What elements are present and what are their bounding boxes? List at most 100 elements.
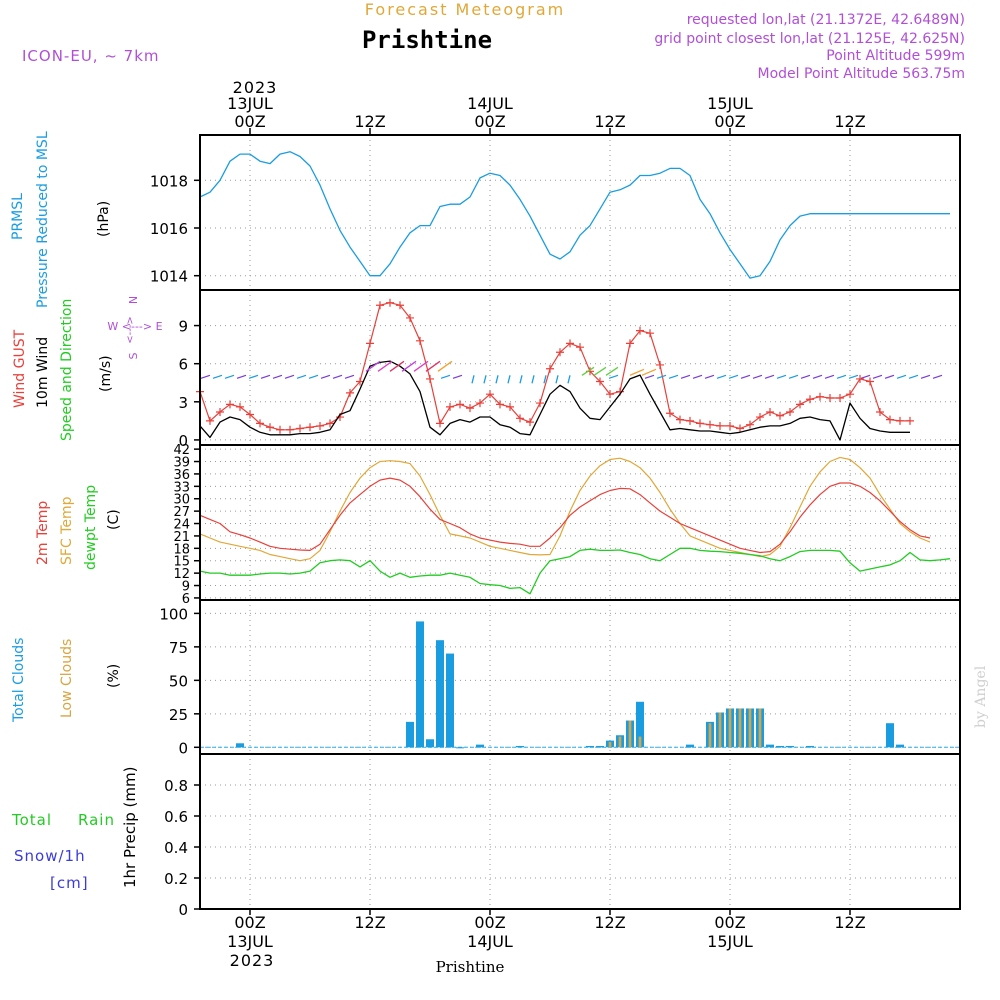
wind-direction-arrow (543, 375, 547, 384)
wind-gust-marker (866, 377, 874, 386)
precip-tick-label: 0.8 (164, 777, 188, 795)
wind-direction-arrow (495, 375, 499, 384)
chart-title: Prishtine (362, 26, 492, 54)
wind-direction-arrow (377, 360, 393, 372)
wind-direction-arrow (272, 374, 283, 379)
wind-gust-marker (256, 419, 264, 428)
bottom-hour-label: 12Z (834, 913, 865, 932)
total-cloud-bar (586, 745, 594, 748)
panel-frame-temp (199, 444, 961, 601)
top-hour-label: 12Z (834, 112, 865, 131)
wind-speed-direction-label: Speed and Direction (59, 299, 75, 441)
top-date-label: 14JUL (467, 94, 513, 113)
wind-gust-marker (226, 400, 234, 409)
wind-gust-marker (206, 416, 214, 425)
wind-direction-arrow (872, 374, 883, 379)
wind-direction-arrow (605, 366, 619, 376)
bottom-date-label: 13JUL (227, 932, 273, 951)
grid-point-coordinates: grid point closest lon,lat (21.125E, 42.… (654, 31, 965, 47)
sfc-temp-line (199, 456, 931, 562)
footer-station: Prishtine (436, 958, 505, 976)
wind-gust-marker (236, 402, 244, 411)
top-hour-label: 00Z (474, 112, 505, 131)
bottom-hour-label: 00Z (474, 913, 505, 932)
wind-tick-label: 9 (178, 318, 188, 336)
total-cloud-bar (896, 744, 904, 748)
wind-gust-marker (906, 416, 914, 425)
wind-gust-marker (526, 418, 534, 427)
precip-tick-label: 0.2 (164, 870, 188, 888)
total-cloud-bar (446, 653, 454, 748)
wind-direction-arrow (401, 360, 417, 372)
cloud-tick-label: 25 (169, 706, 188, 724)
wind-direction-arrow (567, 375, 571, 384)
wind-direction-arrow (836, 374, 847, 379)
pressure-tick-label: 1016 (150, 220, 188, 238)
wind-gust-marker (506, 402, 514, 411)
panel-frame-precip (199, 753, 961, 910)
wind-gust-marker (706, 420, 714, 429)
wind-direction-arrow (452, 374, 463, 379)
temp-2m-label: 2m Temp (35, 501, 51, 565)
wind-gust-marker (596, 377, 604, 386)
temp-tick-label: 12 (173, 567, 190, 582)
wind-direction-arrow (555, 375, 559, 384)
wind-direction-arrow (344, 374, 355, 379)
wind-gust-marker (756, 413, 764, 422)
temp-tick-label: 36 (173, 468, 190, 483)
top-date-label: 15JUL (707, 94, 753, 113)
total-rain-label-1: Total (11, 811, 52, 829)
temp-tick-label: 21 (173, 530, 190, 545)
wind-direction-arrow (629, 368, 645, 376)
low-clouds-label: Low Clouds (59, 639, 75, 718)
low-cloud-bar (758, 708, 762, 748)
wind-gust-marker (546, 364, 554, 373)
top-hour-label: 00Z (234, 112, 265, 131)
wind-direction-arrow (848, 374, 859, 379)
wind-direction-arrow (332, 374, 343, 379)
wind-direction-arrow (471, 375, 475, 384)
wind-direction-arrow (320, 374, 331, 379)
wind-direction-arrow (932, 374, 943, 379)
wind-gust-marker (466, 404, 474, 413)
low-cloud-bar (608, 741, 612, 748)
temp-sfc-label: SFC Temp (59, 496, 75, 565)
temp-tick-label: 33 (173, 480, 190, 495)
wind-direction-arrow (680, 374, 691, 379)
panel-frame-clouds (199, 599, 961, 755)
low-cloud-bar (618, 736, 622, 748)
total-cloud-bar (596, 745, 604, 748)
panel-frame-pressure (199, 134, 961, 291)
wind-gust-marker (446, 402, 454, 411)
bottom-hour-label: 00Z (714, 913, 745, 932)
wind-gust-marker (746, 420, 754, 429)
wind-gust-marker (666, 409, 674, 418)
wind-gust-marker (816, 392, 824, 401)
wind-direction-arrow (483, 375, 487, 384)
cloud-tick-label: 75 (169, 639, 188, 657)
pressure-line (199, 151, 950, 279)
total-cloud-bar (476, 744, 484, 748)
total-rain-label-2: Rain (78, 811, 115, 829)
wind-gust-marker (606, 390, 614, 399)
snow-unit-label: [cm] (50, 874, 89, 892)
temp-tick-label: 30 (173, 493, 190, 508)
total-cloud-bar (806, 745, 814, 748)
wind-direction-arrow (812, 374, 823, 379)
temp-tick-label: 42 (173, 443, 190, 458)
wind-gust-marker (836, 393, 844, 402)
wind-direction-arrow (641, 368, 657, 376)
total-cloud-bar (416, 621, 424, 748)
wind-direction-arrow (788, 374, 799, 379)
pressure-tick-label: 1014 (150, 268, 188, 286)
total-cloud-bar (456, 747, 464, 749)
wind-direction-arrow (308, 374, 319, 379)
wind-gust-marker (346, 388, 354, 397)
wind-gust-marker (286, 425, 294, 434)
top-hour-label: 00Z (714, 112, 745, 131)
pressure-tick-label: 1018 (150, 172, 188, 190)
wind-gust-marker (396, 301, 404, 310)
cloud-tick-label: 50 (169, 672, 188, 690)
low-cloud-bar (738, 708, 742, 748)
wind-direction-arrow (236, 374, 247, 379)
